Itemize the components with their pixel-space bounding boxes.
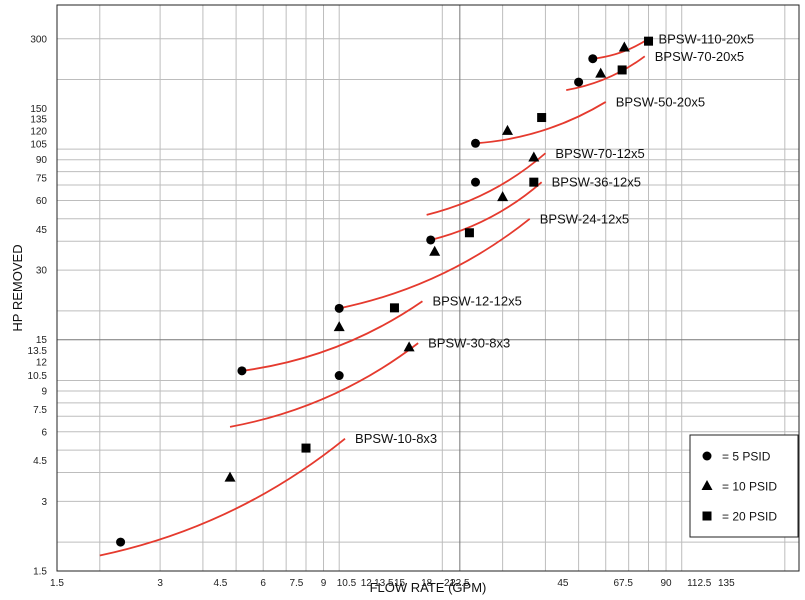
x-tick-label: 15 (394, 578, 406, 589)
point-bpsw-36-12x5-circle (426, 235, 436, 245)
series-label-bpsw-50-20x5: BPSW-50-20x5 (616, 94, 705, 109)
point-bpsw-70-20x5-square (617, 65, 627, 75)
point-bpsw-12-12x5-square (389, 303, 399, 313)
series-label-bpsw-110-20x5: BPSW-110-20x5 (659, 31, 755, 46)
y-tick-label: 60 (36, 196, 48, 207)
y-tick-label: 105 (30, 140, 47, 151)
x-tick-label: 4.5 (213, 578, 227, 589)
y-tick-label: 3 (41, 497, 47, 508)
x-tick-label: 135 (718, 578, 735, 589)
point-bpsw-24-12x5-circle (334, 303, 344, 313)
y-tick-label: 30 (36, 266, 48, 277)
y-tick-label: 9 (41, 387, 47, 398)
y-tick-label: 7.5 (33, 405, 47, 416)
point-bpsw-50-20x5-square (537, 113, 547, 123)
y-tick-label: 150 (30, 104, 47, 115)
x-tick-label: 112.5 (687, 578, 712, 589)
legend-marker-circle (702, 451, 712, 461)
y-tick-label: 135 (30, 115, 47, 126)
x-tick-label: 45 (557, 578, 569, 589)
x-tick-label: 12 (361, 578, 373, 589)
series-label-bpsw-10-8x3: BPSW-10-8x3 (355, 431, 437, 446)
curve-bpsw-24-12x5 (339, 218, 531, 310)
point-bpsw-70-12x5-triangle (528, 151, 540, 162)
series-label-bpsw-30-8x3: BPSW-30-8x3 (428, 336, 510, 351)
y-tick-label: 75 (36, 174, 48, 185)
curve-bpsw-70-20x5 (566, 55, 646, 91)
point-bpsw-50-20x5-circle (471, 138, 481, 148)
point-bpsw-36-12x5-triangle (497, 191, 509, 202)
x-tick-label: 6 (260, 578, 266, 589)
curve-bpsw-36-12x5 (430, 181, 543, 241)
legend-label: = 10 PSID (722, 480, 777, 494)
point-bpsw-70-20x5-triangle (595, 67, 607, 78)
point-bpsw-12-12x5-triangle (333, 321, 345, 332)
point-bpsw-10-8x3-square (301, 443, 311, 453)
legend-label: = 20 PSID (722, 510, 777, 524)
y-tick-label: 120 (30, 126, 47, 137)
legend-marker-square (702, 511, 712, 521)
series-label-bpsw-70-20x5: BPSW-70-20x5 (655, 49, 744, 64)
curve-bpsw-12-12x5 (241, 300, 423, 372)
point-bpsw-36-12x5-square (529, 177, 539, 187)
series-labels: BPSW-10-8x3 BPSW-30-8x3 BPSW-12-12x5 BPSW-2… (355, 31, 754, 446)
point-bpsw-110-20x5-triangle (618, 41, 630, 52)
point-bpsw-24-12x5-triangle (429, 245, 441, 256)
y-tick-label: 300 (30, 34, 47, 45)
point-bpsw-30-8x3-circle (334, 371, 344, 381)
point-bpsw-70-12x5-circle (471, 177, 481, 187)
point-bpsw-70-20x5-circle (574, 77, 584, 87)
y-tick-label: 10.5 (28, 371, 48, 382)
x-tick-label: 13.5 (374, 578, 394, 589)
curve-bpsw-10-8x3 (99, 437, 346, 557)
legend-label: = 5 PSID (722, 450, 771, 464)
point-bpsw-110-20x5-square (644, 36, 654, 46)
point-bpsw-10-8x3-circle (116, 537, 126, 547)
x-tick-label: 22.5 (450, 578, 470, 589)
point-bpsw-10-8x3-triangle (224, 471, 236, 482)
x-tick-label: 7.5 (289, 578, 303, 589)
y-tick-label: 6 (41, 427, 47, 438)
series-label-bpsw-70-12x5: BPSW-70-12x5 (555, 146, 644, 161)
point-bpsw-50-20x5-triangle (501, 124, 513, 135)
x-tick-label: 67.5 (614, 578, 634, 589)
x-tick-label: 1.5 (50, 578, 64, 589)
curve-bpsw-70-12x5 (426, 152, 547, 216)
y-tick-label: 90 (36, 155, 48, 166)
series-label-bpsw-24-12x5: BPSW-24-12x5 (540, 211, 629, 226)
x-tick-label: 18 (421, 578, 433, 589)
y-tick-label: 12 (36, 358, 48, 369)
x-tick-label: 3 (157, 578, 163, 589)
y-tick-label: 4.5 (33, 456, 47, 467)
legend: = 5 PSID = 10 PSID = 20 PSID (689, 434, 799, 538)
x-tick-label: 10.5 (337, 578, 357, 589)
curve-bpsw-30-8x3 (229, 342, 419, 428)
x-axis-label: FLOW RATE (GPM) (370, 580, 487, 595)
y-tick-label: 15 (36, 335, 48, 346)
x-tick-label: 90 (660, 578, 672, 589)
curves (99, 38, 650, 557)
data-points (116, 36, 654, 547)
point-bpsw-24-12x5-square (464, 228, 474, 238)
grid (57, 5, 799, 571)
y-tick-label: 1.5 (33, 567, 47, 578)
y-tick-label: 45 (36, 225, 48, 236)
series-label-bpsw-12-12x5: BPSW-12-12x5 (432, 294, 521, 309)
y-tick-label: 13.5 (28, 346, 48, 357)
point-bpsw-12-12x5-circle (237, 366, 247, 376)
legend-marker-triangle (701, 480, 713, 490)
plot-area (56, 4, 800, 572)
y-axis-label: HP REMOVED (10, 244, 25, 331)
point-bpsw-110-20x5-circle (588, 54, 598, 64)
series-label-bpsw-36-12x5: BPSW-36-12x5 (552, 175, 641, 190)
x-tick-label: 9 (321, 578, 327, 589)
curve-bpsw-50-20x5 (475, 101, 607, 145)
point-bpsw-30-8x3-triangle (403, 341, 415, 352)
x-tick-label: 21 (444, 578, 456, 589)
